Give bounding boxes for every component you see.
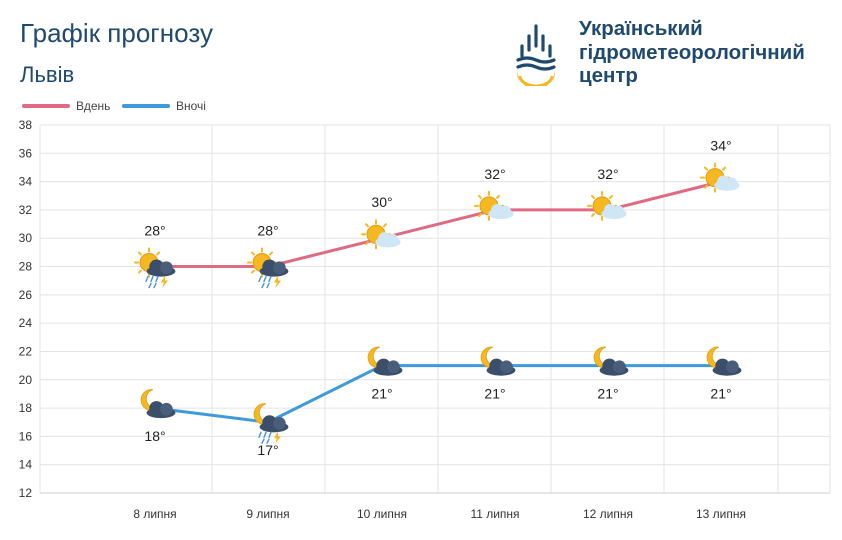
legend-item-night[interactable]: Вночі bbox=[122, 99, 206, 113]
legend-label-day: Вдень bbox=[76, 99, 111, 113]
day-series-line bbox=[155, 180, 722, 269]
night-data-label: 21° bbox=[484, 386, 505, 402]
chart-data-labels: 28° 28° 30° 32° 32° 34° 18° 17° 21° 21° 21° 21° bbox=[144, 138, 731, 459]
y-tick-label: 20 bbox=[19, 373, 33, 387]
y-tick-label: 14 bbox=[19, 458, 33, 472]
night-data-label: 21° bbox=[371, 386, 392, 402]
org-line-3: центр bbox=[579, 64, 638, 87]
night-data-label: 21° bbox=[710, 386, 731, 402]
night-series-line bbox=[154, 364, 721, 424]
day-data-label: 32° bbox=[484, 166, 505, 182]
night-data-label: 17° bbox=[257, 442, 278, 458]
ukrhydromet-logo-icon bbox=[516, 24, 556, 86]
chart-axes: 12 14 16 18 20 22 24 26 28 30 32 34 36 38 8 липня 9 лип… bbox=[19, 118, 830, 521]
x-tick-label: 9 липня bbox=[246, 507, 289, 521]
day-data-label: 34° bbox=[710, 138, 731, 154]
org-line-2: гідрометеорологічний bbox=[579, 40, 805, 64]
legend-swatch-day bbox=[22, 104, 70, 108]
day-data-label: 30° bbox=[371, 194, 392, 210]
y-tick-label: 28 bbox=[19, 260, 33, 274]
x-tick-label: 8 липня bbox=[133, 507, 176, 521]
y-tick-label: 18 bbox=[19, 401, 33, 415]
moon-cloud-rain-thunder-icon bbox=[253, 403, 289, 445]
sun-cloud-icon bbox=[700, 162, 740, 193]
x-tick-label: 13 липня bbox=[696, 507, 746, 521]
y-tick-label: 16 bbox=[19, 429, 33, 443]
sun-cloud-rain-thunder-icon bbox=[247, 247, 289, 290]
y-tick-label: 24 bbox=[19, 316, 33, 330]
legend-swatch-night bbox=[122, 104, 170, 108]
day-data-label: 32° bbox=[597, 166, 618, 182]
sun-cloud-rain-thunder-icon bbox=[134, 247, 176, 290]
y-tick-label: 32 bbox=[19, 203, 33, 217]
legend-item-day[interactable]: Вдень bbox=[22, 99, 110, 113]
day-data-label: 28° bbox=[144, 223, 165, 239]
night-data-label: 21° bbox=[597, 386, 618, 402]
y-tick-label: 38 bbox=[19, 118, 33, 132]
legend-label-night: Вночі bbox=[176, 99, 206, 113]
y-tick-label: 34 bbox=[19, 175, 33, 189]
y-tick-label: 12 bbox=[19, 486, 33, 500]
city-name: Львів bbox=[20, 62, 75, 87]
x-tick-label: 10 липня bbox=[357, 507, 407, 521]
sun-cloud-icon bbox=[474, 190, 514, 221]
chart-title: Графік прогнозу bbox=[20, 18, 213, 48]
y-tick-label: 36 bbox=[19, 146, 33, 160]
moon-cloud-icon bbox=[140, 389, 176, 419]
night-data-label: 18° bbox=[144, 428, 165, 444]
organization-name: Український гідрометеорологічний центр bbox=[579, 17, 805, 88]
y-tick-label: 30 bbox=[19, 231, 33, 245]
y-tick-label: 22 bbox=[19, 344, 33, 358]
x-tick-label: 12 липня bbox=[583, 507, 633, 521]
day-data-label: 28° bbox=[257, 223, 278, 239]
org-line-1: Український bbox=[579, 17, 703, 40]
x-tick-label: 11 липня bbox=[470, 507, 519, 521]
y-tick-label: 26 bbox=[19, 288, 33, 302]
